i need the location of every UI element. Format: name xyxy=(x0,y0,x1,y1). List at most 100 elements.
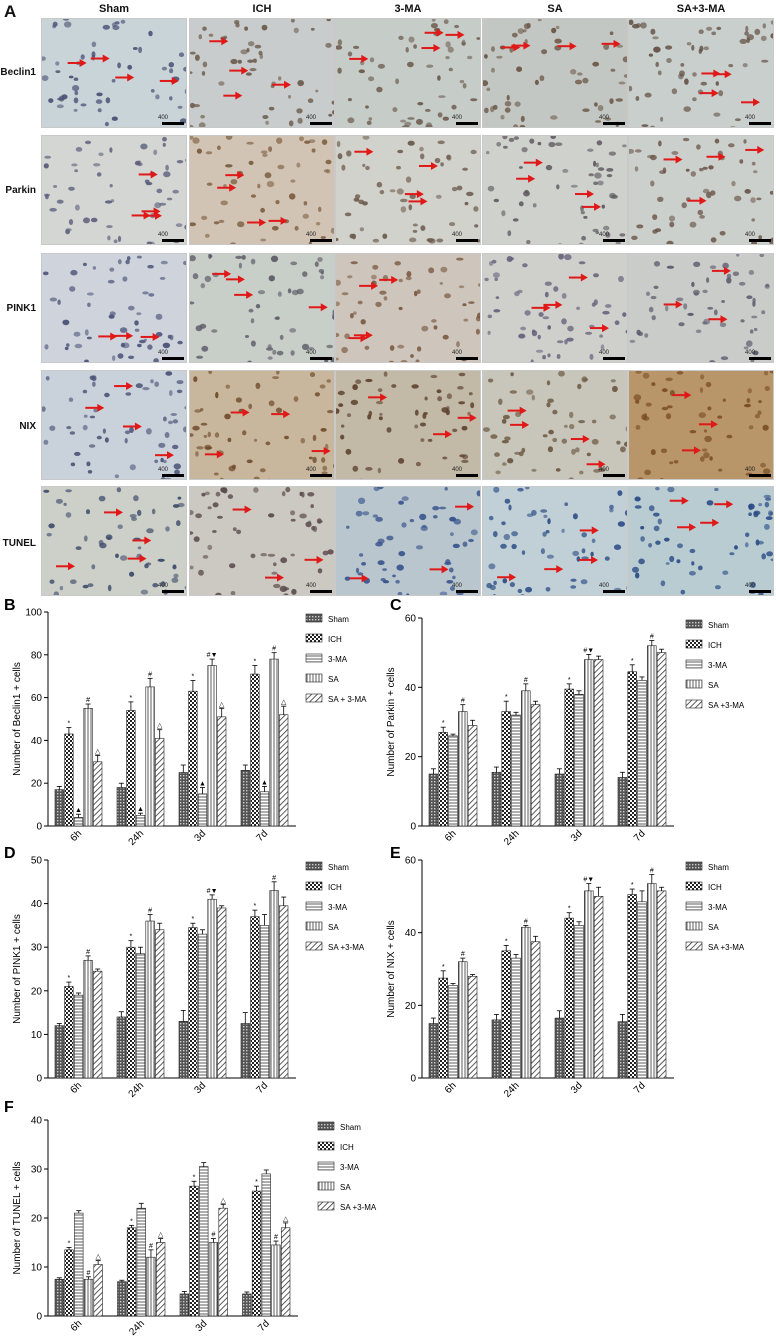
bar xyxy=(564,688,574,827)
legend-label: 3-MA xyxy=(708,661,728,670)
bar xyxy=(116,1016,126,1079)
y-tick-label: 20 xyxy=(405,752,417,763)
x-tick-label: 24h xyxy=(127,828,147,848)
legend-label: ICH xyxy=(328,883,342,892)
column-label-ich: ICH xyxy=(252,3,272,15)
red-arrow-icon xyxy=(127,554,147,563)
legend-label: SA +3-MA xyxy=(708,701,745,710)
row-label-parkin: Parkin xyxy=(5,185,36,196)
red-arrow-icon xyxy=(140,332,160,341)
red-arrow-icon xyxy=(497,573,517,582)
red-arrow-icon xyxy=(368,393,388,402)
y-tick-label: 30 xyxy=(31,943,43,954)
row-label-tunel: TUNEL xyxy=(2,538,36,549)
legend-swatch xyxy=(685,921,703,931)
bar xyxy=(178,772,188,827)
significance-mark: # xyxy=(211,1232,215,1239)
red-arrow-icon xyxy=(445,30,465,39)
significance-mark: # xyxy=(149,1243,153,1250)
bar xyxy=(501,711,511,827)
red-arrow-icon xyxy=(672,391,692,400)
x-tick-label: 6h xyxy=(68,828,84,844)
bar xyxy=(647,883,657,1079)
micrograph-nix-3ma: 400 xyxy=(335,370,481,480)
red-arrow-icon xyxy=(349,54,369,63)
bar xyxy=(93,970,103,1079)
scale-label: 400 xyxy=(158,583,169,589)
significance-mark: * xyxy=(568,906,571,913)
y-tick-label: 10 xyxy=(31,1263,43,1274)
significance-mark: △ xyxy=(95,1254,101,1261)
y-tick-label: 60 xyxy=(31,693,43,704)
scale-label: 400 xyxy=(452,115,463,121)
significance-mark: * xyxy=(68,975,71,982)
red-arrow-icon xyxy=(433,430,453,439)
bar xyxy=(627,894,637,1079)
significance-mark: # xyxy=(650,868,654,875)
bar xyxy=(145,920,155,1079)
micrograph-nix-ich: 400 xyxy=(189,370,335,480)
red-arrow-icon xyxy=(138,170,158,179)
bar xyxy=(279,714,289,827)
y-axis-label: Number of Beclin1 + cells xyxy=(12,662,23,776)
micrograph-pink1-ich: 400 xyxy=(189,253,335,363)
significance-mark: * xyxy=(68,1240,71,1247)
red-arrow-icon xyxy=(85,403,105,412)
red-arrow-icon xyxy=(590,324,610,333)
red-arrow-icon xyxy=(575,190,595,199)
x-tick-label: 24h xyxy=(127,1080,147,1100)
bar xyxy=(83,708,93,827)
red-arrow-icon xyxy=(741,98,761,107)
significance-mark: △ xyxy=(158,1232,164,1239)
red-arrow-icon xyxy=(114,382,134,391)
x-tick-label: 7d xyxy=(632,1080,648,1096)
bar xyxy=(54,789,64,827)
red-arrow-icon xyxy=(104,508,124,517)
y-tick-label: 60 xyxy=(405,856,417,867)
significance-mark: # xyxy=(86,949,90,956)
red-arrow-icon xyxy=(404,190,424,199)
significance-mark: ▲ xyxy=(75,807,82,814)
micrograph-beclin1-sham: 400 xyxy=(41,18,187,128)
y-tick-label: 10 xyxy=(31,1030,43,1041)
bar xyxy=(627,671,637,827)
micrograph-parkin-sa3ma: 400 xyxy=(628,135,774,245)
red-arrow-icon xyxy=(114,331,134,340)
red-arrow-icon xyxy=(90,54,110,63)
legend-swatch xyxy=(305,881,323,891)
red-arrow-icon xyxy=(531,303,551,312)
column-label-sham: Sham xyxy=(99,3,129,15)
bar xyxy=(269,890,279,1079)
legend-label: Sham xyxy=(328,615,349,624)
bar xyxy=(554,773,565,827)
significance-mark: # xyxy=(274,1234,278,1241)
legend-swatch xyxy=(685,881,703,891)
bar xyxy=(511,957,521,1079)
legend-swatch xyxy=(317,1121,335,1131)
chart-b-beclin1: B 0 20 40 60 80 100 Number of Beclin1 + cells * ▲… xyxy=(4,598,367,848)
bar xyxy=(126,710,136,827)
bar xyxy=(146,1256,156,1317)
bar xyxy=(251,1190,262,1317)
bar xyxy=(279,905,289,1079)
legend-label: SA xyxy=(328,675,339,684)
scale-label: 400 xyxy=(306,115,317,121)
bar xyxy=(136,1207,146,1317)
column-label-3ma: 3-MA xyxy=(394,3,422,15)
bar xyxy=(179,1293,189,1317)
panel-letter-a: A xyxy=(4,2,17,21)
micrograph-parkin-sham: 400 xyxy=(41,135,187,245)
column-label-sa-3ma: SA+3-MA xyxy=(676,3,726,15)
red-arrow-icon xyxy=(225,171,245,180)
legend-label: 3-MA xyxy=(340,1163,360,1172)
bar xyxy=(199,1166,209,1317)
red-arrow-icon xyxy=(712,70,732,79)
red-arrow-icon xyxy=(311,447,331,456)
bar xyxy=(73,817,84,827)
legend-label: 3-MA xyxy=(328,903,348,912)
significance-mark: # xyxy=(272,875,276,882)
bar xyxy=(217,716,227,827)
micrograph-tunel-3ma: 400 xyxy=(335,486,481,596)
micrograph-beclin1-sa: 400 xyxy=(482,18,628,128)
bar xyxy=(617,777,628,827)
